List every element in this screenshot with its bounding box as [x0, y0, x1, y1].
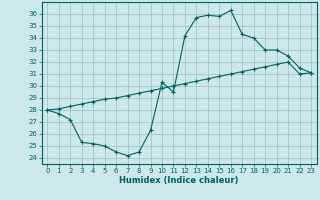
X-axis label: Humidex (Indice chaleur): Humidex (Indice chaleur) [119, 176, 239, 185]
